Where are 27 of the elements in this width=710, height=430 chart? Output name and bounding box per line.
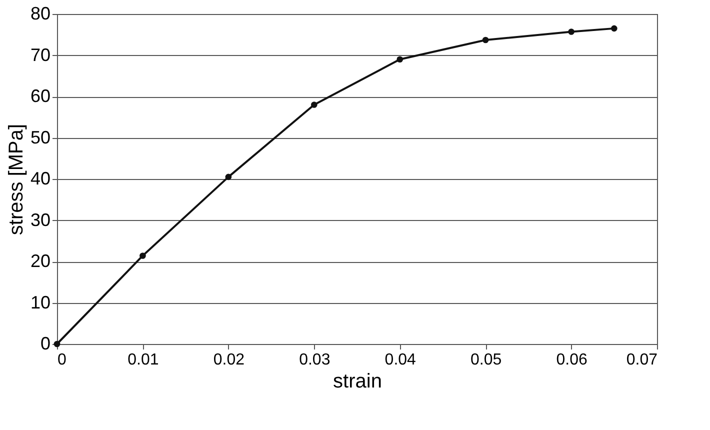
y-tick-label: 60 [30,86,50,106]
x-axis-title: strain [333,370,382,392]
x-tick-label: 0.06 [556,352,588,368]
point [140,252,146,259]
y-tick-label: 10 [30,292,50,312]
point [610,25,618,32]
x-tick-label: 0 [58,352,66,368]
x-tick-label: 0.03 [299,352,330,368]
y-tick-label: 40 [30,168,50,188]
x-tick-label: 0.07 [626,352,658,368]
y-tick-label: 20 [30,251,50,271]
point [568,28,574,35]
point [482,36,489,44]
y-axis-title: stress [MPa] [5,124,28,236]
y-tick-label: 30 [30,210,50,230]
y-tick-label: 50 [30,127,50,148]
x-tick-label: 0.02 [213,352,245,368]
point [396,56,404,63]
y-tick-label: 0 [40,334,50,354]
point [54,340,60,348]
point [310,102,318,108]
point [225,174,232,180]
x-tick-label: 0.01 [128,352,159,368]
y-tick-label: 80 [30,4,50,24]
x-tick-label: 0.04 [384,352,416,368]
x-tick-label: 0.05 [470,352,502,368]
y-tick-label: 70 [30,44,50,65]
